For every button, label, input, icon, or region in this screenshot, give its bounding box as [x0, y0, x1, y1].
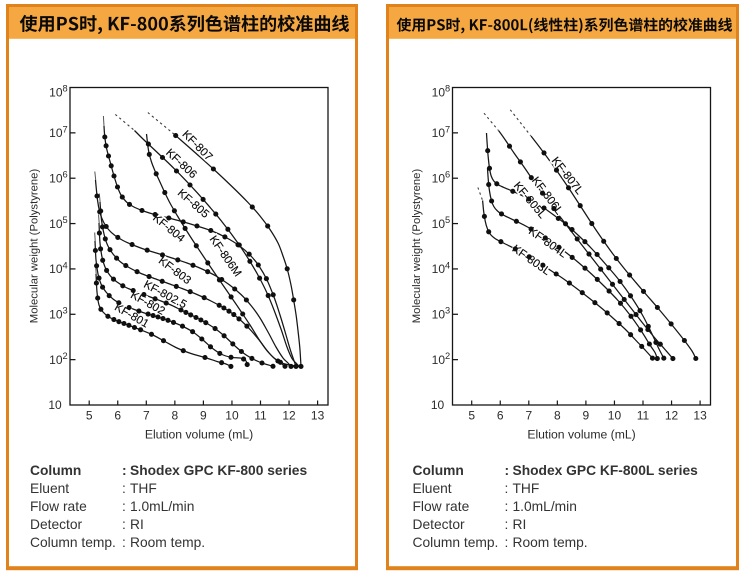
svg-text:Molecular weight (Polystyrene): Molecular weight (Polystyrene) — [411, 169, 423, 324]
svg-text:Eluent: Eluent — [30, 481, 69, 496]
svg-text:Shodex GPC KF-800 series: Shodex GPC KF-800 series — [130, 463, 307, 478]
svg-text:Elution volume (mL): Elution volume (mL) — [145, 428, 253, 442]
svg-text:10: 10 — [225, 409, 239, 423]
svg-text:13: 13 — [693, 409, 707, 423]
svg-text:Shodex GPC KF-800L series: Shodex GPC KF-800L series — [513, 463, 699, 478]
svg-text:1.0mL/min: 1.0mL/min — [130, 499, 194, 514]
svg-text:RI: RI — [513, 517, 527, 532]
svg-text::: : — [505, 481, 509, 496]
svg-text:Room temp.: Room temp. — [130, 535, 205, 550]
svg-text:Elution volume (mL): Elution volume (mL) — [527, 428, 635, 442]
svg-text:7: 7 — [143, 409, 150, 423]
svg-text:5: 5 — [468, 409, 475, 423]
svg-text:Column temp.: Column temp. — [413, 535, 499, 550]
svg-text:11: 11 — [254, 409, 267, 423]
svg-text::: : — [505, 463, 510, 478]
svg-text::: : — [122, 535, 126, 550]
svg-text:Flow rate: Flow rate — [30, 499, 87, 514]
svg-text:Detector: Detector — [30, 517, 83, 532]
svg-text:8: 8 — [172, 409, 179, 423]
svg-text:9: 9 — [200, 409, 207, 423]
svg-text:Flow rate: Flow rate — [413, 499, 470, 514]
svg-text:13: 13 — [311, 409, 325, 423]
svg-text:10: 10 — [431, 398, 445, 412]
svg-text:6: 6 — [497, 409, 504, 423]
svg-text:8: 8 — [554, 409, 561, 423]
svg-text:Eluent: Eluent — [413, 481, 452, 496]
svg-text::: : — [122, 517, 126, 532]
svg-text:1.0mL/min: 1.0mL/min — [513, 499, 577, 514]
svg-text:RI: RI — [130, 517, 144, 532]
svg-text:11: 11 — [637, 409, 650, 423]
svg-text::: : — [505, 535, 509, 550]
svg-text:7: 7 — [525, 409, 532, 423]
svg-text:Detector: Detector — [413, 517, 466, 532]
svg-text:Column: Column — [413, 463, 464, 478]
svg-text:12: 12 — [282, 409, 296, 423]
svg-text:10: 10 — [608, 409, 622, 423]
svg-text::: : — [122, 499, 126, 514]
svg-text:9: 9 — [583, 409, 590, 423]
svg-text:Room temp.: Room temp. — [513, 535, 588, 550]
svg-text:12: 12 — [665, 409, 679, 423]
svg-text:5: 5 — [86, 409, 93, 423]
svg-text:10: 10 — [48, 398, 62, 412]
svg-text::: : — [505, 499, 509, 514]
svg-text:THF: THF — [513, 481, 540, 496]
svg-text:Column temp.: Column temp. — [30, 535, 116, 550]
svg-text::: : — [505, 517, 509, 532]
svg-text::: : — [122, 463, 127, 478]
svg-text::: : — [122, 481, 126, 496]
svg-text:6: 6 — [114, 409, 121, 423]
svg-text:Molecular weight (Polystyrene): Molecular weight (Polystyrene) — [29, 169, 41, 324]
svg-text:THF: THF — [130, 481, 157, 496]
svg-text:Column: Column — [30, 463, 81, 478]
